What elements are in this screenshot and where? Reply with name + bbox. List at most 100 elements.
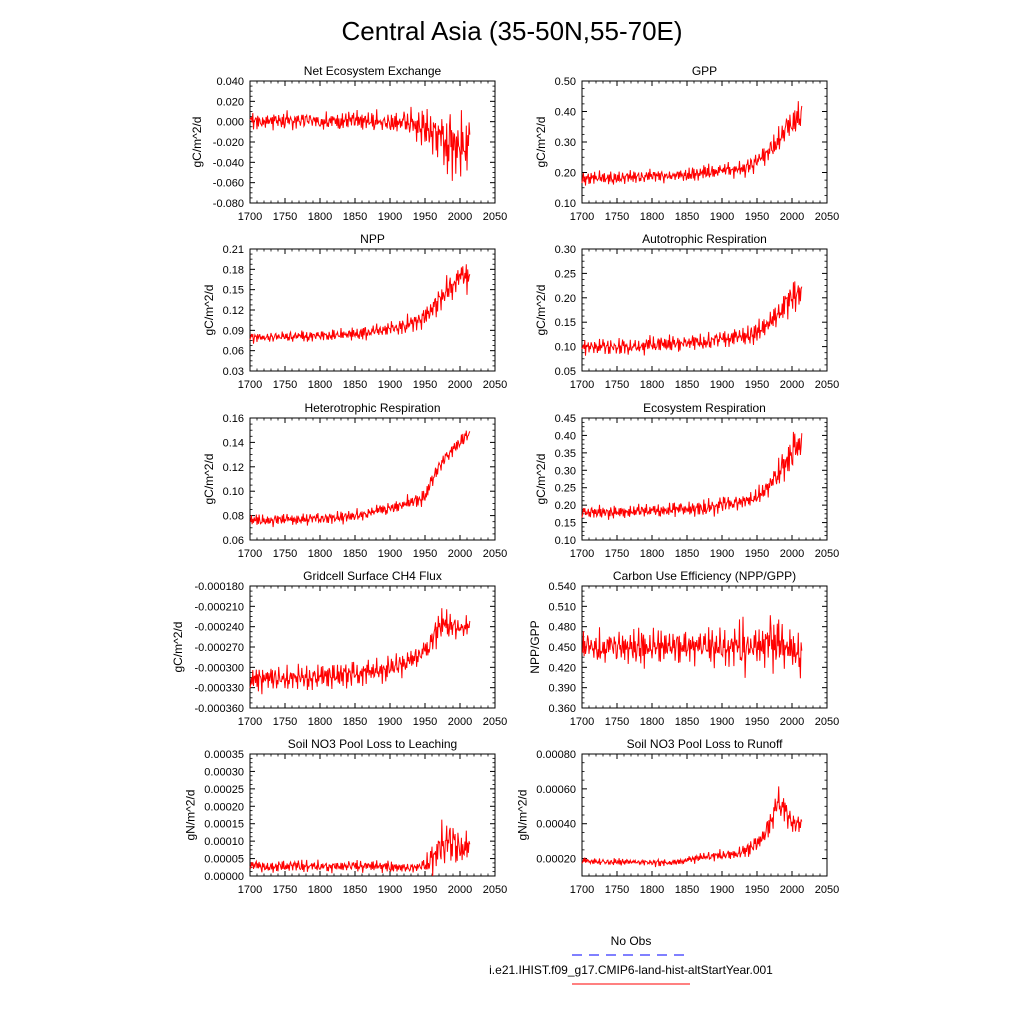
x-tick-label: 1950 <box>413 548 437 560</box>
plot-frame <box>249 248 496 372</box>
y-tick-label: 0.480 <box>548 622 576 634</box>
panel-title: Autotrophic Respiration <box>642 232 767 246</box>
plot-frame <box>581 248 828 372</box>
series-line-gridcell-surface-ch4-flux <box>249 608 471 695</box>
panel-autotrophic-respiration: Autotrophic Respiration 1700 1750 1800 1850 1… <box>534 232 839 391</box>
x-tick-label: 2000 <box>780 379 804 391</box>
x-tick-label: 1900 <box>710 548 734 560</box>
y-tick-label: 0.00020 <box>204 801 244 813</box>
x-tick-label: 1700 <box>238 211 262 223</box>
x-tick-label: 2050 <box>815 379 839 391</box>
y-tick-label: 0.00005 <box>204 854 244 866</box>
x-tick-label: 1950 <box>413 379 437 391</box>
y-axis-label: gC/m^2/d <box>534 285 548 336</box>
x-tick-label: 1850 <box>343 548 367 560</box>
x-tick-label: 2050 <box>815 211 839 223</box>
y-tick-label: -0.000180 <box>194 581 244 593</box>
panel-soil-no3-pool-loss-to-leaching: Soil NO3 Pool Loss to Leaching 1700 1750 18… <box>184 737 508 896</box>
x-tick-label: 1700 <box>238 884 262 896</box>
legend-label-model: i.e21.IHIST.f09_g17.CMIP6-land-hist-altS… <box>489 963 773 977</box>
x-tick-label: 2050 <box>483 379 507 391</box>
y-tick-label: 0.00025 <box>204 784 244 796</box>
plot-frame <box>581 417 828 541</box>
y-tick-label: 0.15 <box>555 317 576 329</box>
panel-title: Gridcell Surface CH4 Flux <box>303 569 442 583</box>
y-tick-label: 0.00030 <box>204 766 244 778</box>
y-tick-label: 0.15 <box>555 518 576 530</box>
panel-gpp: GPP 1700 1750 1800 1850 1900 1950 2000 2050 0.10 0… <box>534 64 839 223</box>
x-tick-label: 1900 <box>710 379 734 391</box>
y-tick-label: 0.00035 <box>204 749 244 761</box>
legend: No Obs i.e21.IHIST.f09_g17.CMIP6-land-hi… <box>489 934 773 985</box>
y-tick-label: 0.00020 <box>536 854 576 866</box>
y-tick-label: 0.00015 <box>204 819 244 831</box>
y-tick-label: 0.35 <box>555 448 576 460</box>
x-tick-label: 1950 <box>745 716 769 728</box>
x-tick-label: 2000 <box>448 716 472 728</box>
y-axis-label: gC/m^2/d <box>534 454 548 505</box>
y-tick-label: 0.00040 <box>536 819 576 831</box>
x-tick-label: 1700 <box>570 716 594 728</box>
y-tick-label: 0.45 <box>555 413 576 425</box>
y-tick-label: -0.000330 <box>194 683 244 695</box>
panel-title: Soil NO3 Pool Loss to Runoff <box>627 737 784 751</box>
y-tick-label: 0.360 <box>548 703 576 715</box>
y-tick-label: 0.30 <box>555 244 576 256</box>
x-tick-label: 1800 <box>308 379 332 391</box>
series-line-net-ecosystem-exchange <box>249 106 471 181</box>
y-axis-label: gC/m^2/d <box>202 454 216 505</box>
y-tick-label: 0.03 <box>223 366 244 378</box>
y-tick-label: -0.000270 <box>194 642 244 654</box>
figure-title: Central Asia (35-50N,55-70E) <box>341 16 682 46</box>
y-tick-label: 0.16 <box>223 413 244 425</box>
y-tick-label: 0.20 <box>555 168 576 180</box>
series-line-carbon-use-efficiency-npp-gpp <box>581 615 803 679</box>
panel-gridcell-surface-ch4-flux: Gridcell Surface CH4 Flux 1700 1750 1800 185… <box>171 569 507 728</box>
y-tick-label: 0.10 <box>555 535 576 547</box>
y-tick-label: 0.20 <box>555 293 576 305</box>
y-axis-label: gC/m^2/d <box>534 117 548 168</box>
x-tick-label: 1750 <box>605 548 629 560</box>
y-tick-label: -0.000360 <box>194 703 244 715</box>
y-tick-label: -0.080 <box>213 198 244 210</box>
x-tick-label: 2000 <box>448 548 472 560</box>
x-tick-label: 1850 <box>675 884 699 896</box>
panel-ecosystem-respiration: Ecosystem Respiration 1700 1750 1800 1850 190… <box>534 401 839 560</box>
y-tick-label: 0.30 <box>555 465 576 477</box>
x-tick-label: 1850 <box>675 211 699 223</box>
series-line-autotrophic-respiration <box>581 281 803 356</box>
x-tick-label: 2050 <box>815 884 839 896</box>
y-tick-label: 0.20 <box>555 500 576 512</box>
x-tick-label: 1900 <box>378 884 402 896</box>
x-tick-label: 1700 <box>570 211 594 223</box>
x-tick-label: 2000 <box>780 884 804 896</box>
panel-title: NPP <box>360 232 385 246</box>
x-tick-label: 1900 <box>378 211 402 223</box>
y-axis-label: gN/m^2/d <box>516 790 530 841</box>
y-tick-label: 0.14 <box>223 437 244 449</box>
x-tick-label: 1850 <box>343 211 367 223</box>
y-tick-label: 0.10 <box>555 198 576 210</box>
y-tick-label: -0.000210 <box>194 601 244 613</box>
x-tick-label: 2000 <box>448 379 472 391</box>
y-tick-label: 0.10 <box>223 486 244 498</box>
x-tick-label: 2000 <box>448 211 472 223</box>
x-tick-label: 1900 <box>710 884 734 896</box>
y-tick-label: 0.05 <box>555 366 576 378</box>
y-tick-label: 0.10 <box>555 342 576 354</box>
x-tick-label: 1800 <box>308 548 332 560</box>
panel-title: Carbon Use Efficiency (NPP/GPP) <box>613 569 796 583</box>
y-axis-label: gC/m^2/d <box>171 622 185 673</box>
x-tick-label: 2050 <box>483 548 507 560</box>
plot-frame <box>249 753 496 877</box>
y-tick-label: 0.30 <box>555 137 576 149</box>
x-tick-label: 1950 <box>745 884 769 896</box>
x-tick-label: 1900 <box>710 716 734 728</box>
x-tick-label: 1700 <box>570 379 594 391</box>
x-tick-label: 2050 <box>483 716 507 728</box>
x-tick-label: 1700 <box>570 884 594 896</box>
y-tick-label: 0.09 <box>223 325 244 337</box>
y-tick-label: 0.020 <box>216 96 244 108</box>
y-tick-label: 0.06 <box>223 535 244 547</box>
